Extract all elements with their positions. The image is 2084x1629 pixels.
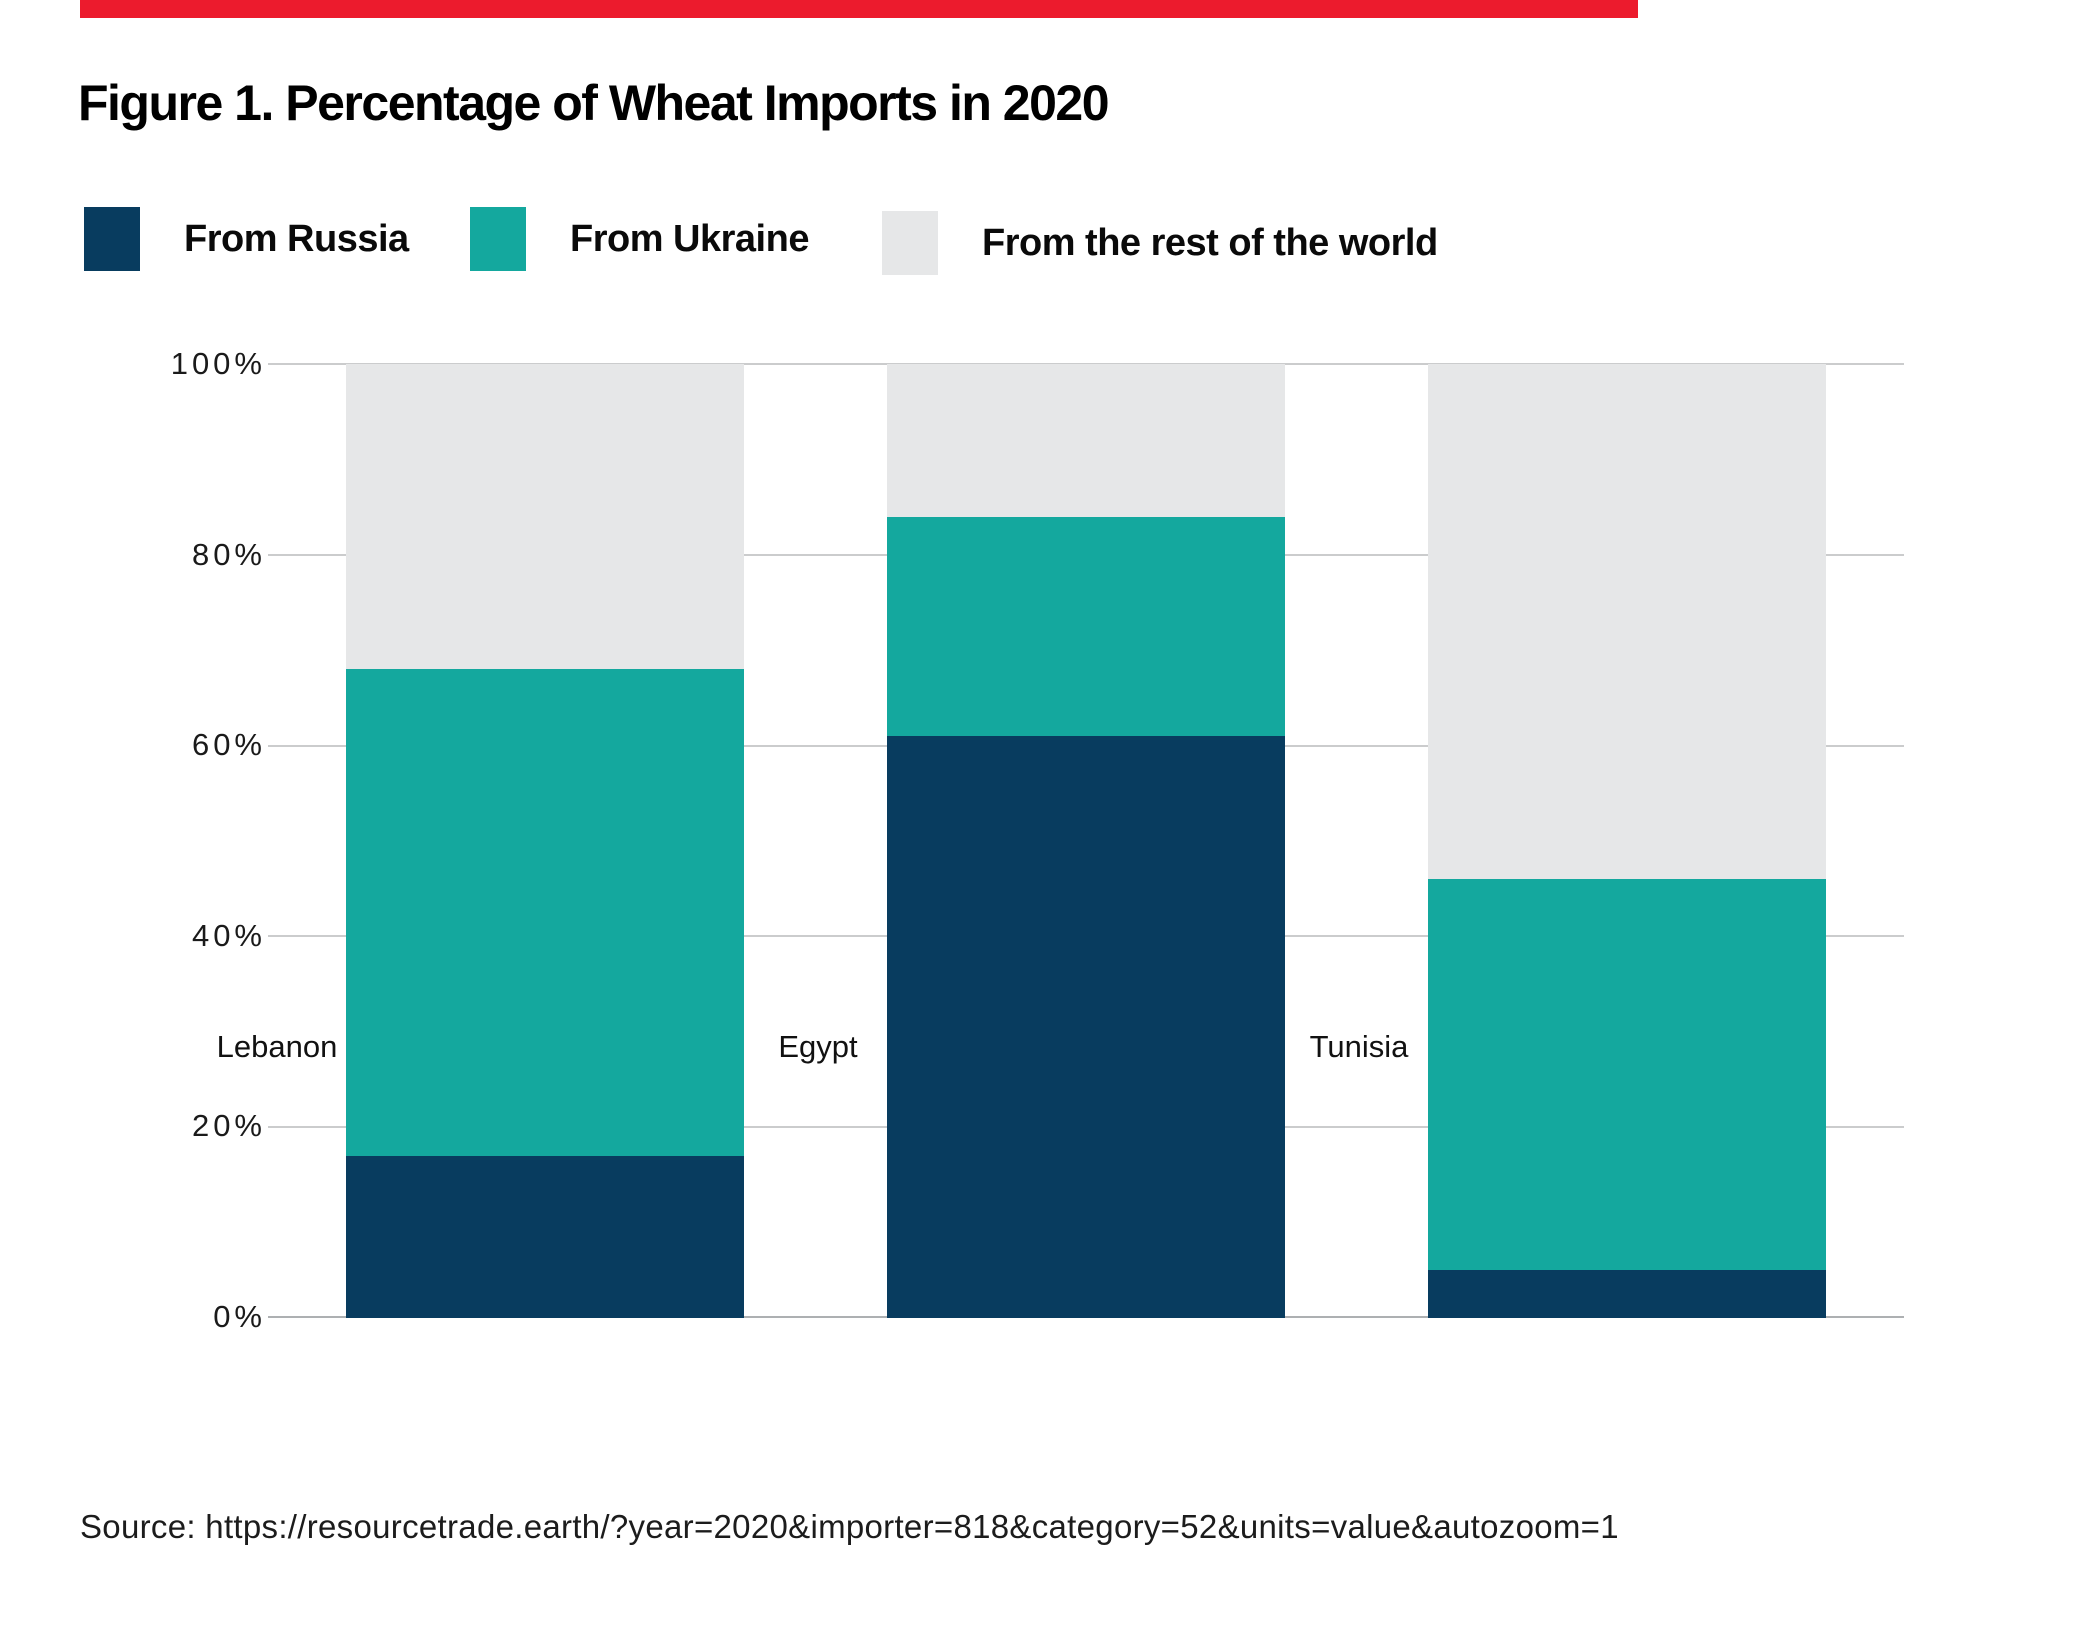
red-accent-bar [80, 0, 1638, 18]
bar-segment-egypt-rest-of-world [887, 364, 1285, 517]
legend-item-russia: From Russia [84, 207, 409, 271]
bar-segment-tunisia-ukraine [1428, 879, 1826, 1271]
bar-segment-lebanon-ukraine [346, 669, 744, 1156]
bar-segment-tunisia-russia [1428, 1270, 1826, 1318]
bar-segment-tunisia-rest-of-world [1428, 364, 1826, 880]
legend-label-ukraine: From Ukraine [570, 217, 809, 260]
legend-swatch-ukraine [470, 207, 526, 271]
bar-segment-egypt-russia [887, 736, 1285, 1318]
x-label-lebanon: Lebanon [216, 1029, 338, 1064]
bar-segment-egypt-ukraine [887, 516, 1285, 737]
y-tick-40: 40% [191, 918, 266, 953]
x-label-tunisia: Tunisia [1309, 1029, 1409, 1064]
legend-label-rest-of-world: From the rest of the world [982, 221, 1438, 264]
y-tick-80: 80% [191, 537, 266, 572]
legend-swatch-russia [84, 207, 140, 271]
stacked-bar-tunisia [1428, 364, 1826, 1318]
legend-item-rest-of-world: From the rest of the world [882, 211, 1438, 275]
figure-title: Figure 1. Percentage of Wheat Imports in… [78, 75, 1110, 131]
plot-area: 100% 80% 60% 40% 20% 0% [171, 346, 1904, 1334]
legend-label-russia: From Russia [184, 217, 409, 260]
y-tick-20: 20% [191, 1108, 266, 1143]
bar-segment-lebanon-rest-of-world [346, 364, 744, 670]
stacked-bar-egypt [887, 364, 1285, 1318]
legend-item-ukraine: From Ukraine [470, 207, 809, 271]
legend-swatch-rest-of-world [882, 211, 938, 275]
stacked-bar-lebanon [346, 364, 744, 1318]
bar-segment-lebanon-russia [346, 1155, 744, 1318]
y-tick-60: 60% [191, 727, 266, 762]
y-tick-0: 0% [213, 1299, 266, 1334]
source-citation: Source: https://resourcetrade.earth/?yea… [80, 1508, 1619, 1545]
x-label-egypt: Egypt [778, 1029, 858, 1064]
gridline-100 [268, 363, 1904, 365]
y-tick-100: 100% [170, 346, 266, 381]
